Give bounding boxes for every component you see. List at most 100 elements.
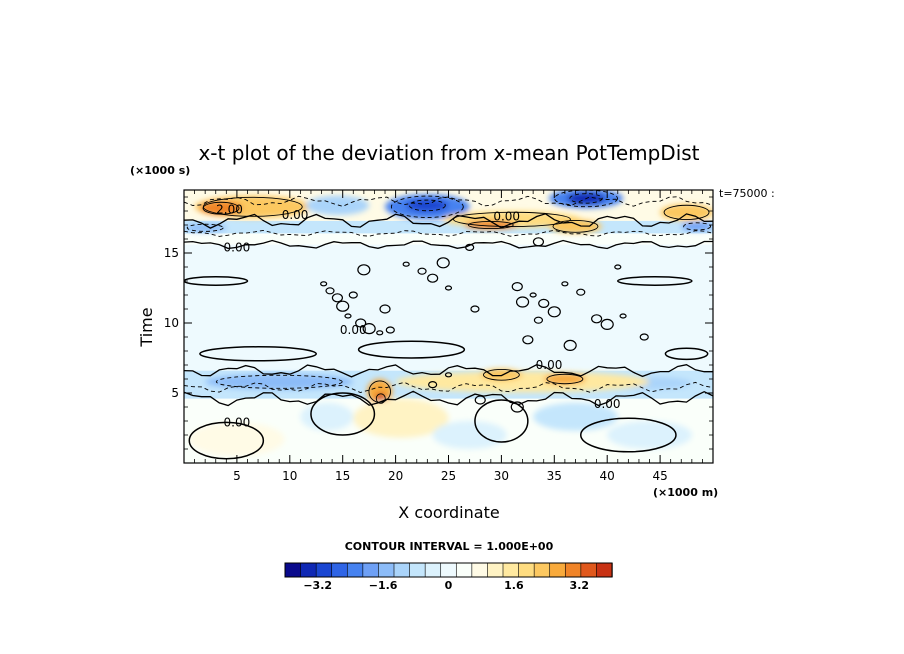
small-contour bbox=[591, 314, 603, 324]
contour-label-text: 0.00 bbox=[340, 323, 367, 337]
small-contour bbox=[344, 313, 352, 319]
colorbar-swatch bbox=[362, 562, 380, 578]
contour-label-text: 2.00 bbox=[216, 203, 243, 217]
x-tick-label: 10 bbox=[282, 469, 297, 483]
colorbar-frame bbox=[284, 562, 613, 578]
small-contour bbox=[320, 281, 328, 287]
zero-contour bbox=[617, 276, 693, 286]
contour-line bbox=[184, 229, 713, 237]
zero-contour bbox=[580, 417, 677, 453]
contour-label: 0.00 bbox=[493, 210, 520, 224]
zero-contour bbox=[199, 346, 317, 362]
small-contour bbox=[444, 372, 453, 378]
small-contour bbox=[576, 288, 586, 296]
contour-line bbox=[184, 213, 713, 229]
small-contour bbox=[547, 306, 561, 318]
contour-interval-label: CONTOUR INTERVAL = 1.000E+00 bbox=[345, 540, 554, 553]
small-contour bbox=[336, 300, 350, 312]
small-contour bbox=[522, 335, 534, 345]
x-tick-label: 5 bbox=[233, 469, 241, 483]
field-blob bbox=[607, 421, 692, 449]
colorbar-swatch bbox=[409, 562, 426, 578]
contour-line bbox=[368, 380, 391, 403]
y-unit-label: (×1000 s) bbox=[130, 164, 190, 177]
small-contour bbox=[348, 291, 358, 299]
small-contour bbox=[417, 267, 427, 275]
y-tick-label: 5 bbox=[171, 386, 179, 400]
field-blob bbox=[660, 204, 713, 221]
small-contour bbox=[465, 243, 475, 251]
small-contour bbox=[355, 318, 367, 328]
y-axis-title: Time bbox=[137, 307, 156, 347]
small-contour bbox=[385, 326, 395, 334]
contour-line bbox=[683, 222, 712, 231]
zero-contour bbox=[664, 347, 709, 361]
contour-line bbox=[390, 195, 464, 218]
field-blob bbox=[395, 371, 650, 393]
contour-label-text: 0.00 bbox=[224, 415, 251, 429]
contour-label: 0.00 bbox=[282, 208, 309, 222]
small-contour bbox=[510, 401, 524, 413]
field-blob bbox=[300, 402, 354, 431]
contour-line bbox=[184, 364, 713, 378]
zero-contour bbox=[184, 276, 249, 286]
small-contour bbox=[376, 330, 384, 336]
zero-contour bbox=[310, 392, 376, 436]
x-unit-label: (×1000 m) bbox=[653, 486, 718, 499]
small-contour bbox=[532, 237, 545, 247]
zero-contour bbox=[357, 340, 466, 359]
contour-label: 0.00 bbox=[224, 415, 251, 429]
y-tick-label: 10 bbox=[164, 316, 179, 330]
x-tick-label: 15 bbox=[335, 469, 350, 483]
contour-line bbox=[186, 223, 224, 232]
colorbar-ticks: −3.2 −1.6 0 1.6 3.2 bbox=[303, 579, 589, 592]
field-blob bbox=[533, 402, 618, 431]
field-blob bbox=[305, 195, 370, 216]
small-contour bbox=[614, 264, 622, 270]
colorbar-swatch bbox=[502, 562, 520, 578]
small-contour bbox=[561, 281, 569, 287]
heatmap-field: 2.00 0.00 0.00 0.00 0.00 0.00 0.00 0.00 bbox=[184, 190, 713, 463]
colorbar-swatch bbox=[378, 562, 395, 578]
small-contour bbox=[436, 257, 450, 269]
x-tick-label: 45 bbox=[652, 469, 667, 483]
band bbox=[184, 244, 713, 371]
colorbar-swatch bbox=[549, 562, 566, 578]
small-contour bbox=[511, 282, 523, 292]
colorbar bbox=[284, 562, 613, 578]
x-tick-label: 30 bbox=[494, 469, 509, 483]
contour-label: 0.00 bbox=[340, 323, 367, 337]
contour-line bbox=[467, 220, 514, 230]
colorbar-swatch bbox=[331, 562, 348, 578]
colorbar-swatch bbox=[300, 562, 317, 578]
small-contour bbox=[470, 305, 480, 313]
y-axis: 5 10 15 bbox=[164, 196, 713, 450]
small-contour bbox=[639, 333, 649, 341]
contour-label-text: 0.00 bbox=[224, 240, 251, 254]
small-contour bbox=[444, 285, 453, 291]
colorbar-swatch bbox=[424, 562, 442, 578]
contour-line bbox=[202, 201, 240, 215]
zero-contour bbox=[474, 399, 529, 443]
contour-label: 0.00 bbox=[594, 397, 621, 411]
colorbar-tick-label: −1.6 bbox=[369, 579, 398, 592]
small-contour bbox=[600, 318, 614, 330]
small-contour bbox=[474, 395, 486, 405]
colorbar-tick-label: −3.2 bbox=[303, 579, 332, 592]
corner-label: t=75000 : bbox=[719, 187, 775, 200]
colorbar-tick-label: 1.6 bbox=[504, 579, 524, 592]
colorbar-tick-label: 0 bbox=[445, 579, 453, 592]
x-tick-label: 40 bbox=[600, 469, 615, 483]
small-contour bbox=[362, 323, 376, 335]
contour-label: 0.00 bbox=[224, 240, 251, 254]
colorbar-swatch bbox=[518, 562, 535, 578]
colorbar-swatch bbox=[440, 562, 457, 578]
colorbar-swatch bbox=[564, 562, 582, 578]
contour-label: 2.00 bbox=[216, 203, 243, 217]
zero-contour bbox=[188, 421, 265, 460]
contour-line bbox=[184, 381, 713, 393]
field-blob bbox=[367, 379, 393, 405]
contour-line bbox=[215, 374, 343, 389]
contour-label-text: 0.00 bbox=[493, 210, 520, 224]
